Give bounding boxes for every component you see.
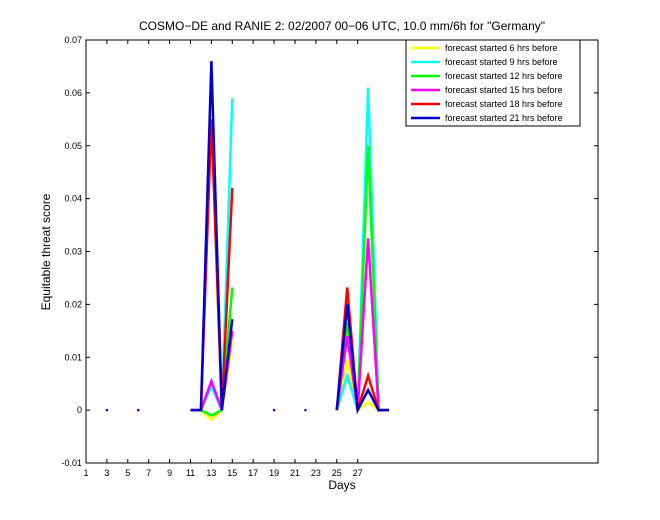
y-tick-label: -0.01	[61, 458, 82, 468]
y-tick-label: 0.05	[64, 141, 82, 151]
legend: forecast started 6 hrs before forecast st…	[405, 39, 581, 127]
x-tick-label: 7	[146, 468, 151, 478]
legend-label: forecast started 15 hrs before	[445, 85, 563, 95]
legend-label: forecast started 9 hrs before	[445, 57, 558, 67]
x-tick-label: 21	[290, 468, 300, 478]
x-tick-label: 11	[186, 468, 195, 478]
ticks-layer: 1 3 5 7 9 11 13 15 17 19 21 23 25 27-0.0100.010.020.0…	[61, 35, 598, 478]
series-segment	[190, 61, 234, 412]
series-line	[105, 61, 390, 415]
chart-title: COSMO−DE and RANIE 2: 02/2007 00−06 UTC,…	[139, 19, 545, 33]
x-tick-label: 19	[269, 468, 279, 478]
x-tick-label: 15	[227, 468, 237, 478]
y-tick-label: 0.07	[64, 35, 82, 45]
legend-label: forecast started 12 hrs before	[445, 71, 563, 81]
y-tick-label: 0.03	[64, 247, 82, 257]
y-tick-label: 0.02	[64, 299, 82, 309]
y-tick-label: 0.01	[64, 352, 82, 362]
x-tick-label: 1	[83, 468, 88, 478]
legend-label: forecast started 6 hrs before	[445, 43, 558, 53]
x-tick-label: 23	[311, 468, 321, 478]
series-layer	[105, 61, 390, 422]
x-tick-label: 9	[167, 468, 172, 478]
y-tick-label: 0.04	[64, 194, 82, 204]
legend-label: forecast started 21 hrs before	[445, 113, 563, 123]
x-tick-label: 17	[248, 468, 258, 478]
legend-box	[405, 39, 581, 127]
y-axis-label: Equitable threat score	[39, 193, 53, 310]
y-tick-label: 0.06	[64, 88, 82, 98]
x-axis-label: Days	[328, 478, 355, 492]
x-tick-label: 27	[353, 468, 363, 478]
x-tick-label: 25	[332, 468, 342, 478]
y-tick-label: 0	[77, 405, 82, 415]
x-tick-label: 3	[104, 468, 109, 478]
legend-label: forecast started 18 hrs before	[445, 99, 563, 109]
x-tick-label: 13	[206, 468, 216, 478]
series-segment	[335, 304, 390, 415]
x-tick-label: 5	[125, 468, 130, 478]
